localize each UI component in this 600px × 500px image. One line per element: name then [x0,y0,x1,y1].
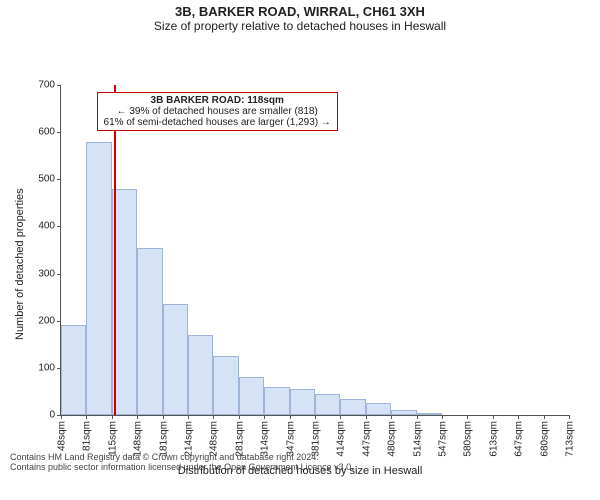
x-tick-mark [61,415,62,419]
histogram-bar [86,142,111,415]
plot-area: 010020030040050060070048sqm81sqm115sqm14… [60,85,569,416]
histogram-bar [417,413,442,415]
y-tick-mark [57,274,61,275]
x-tick-mark [112,415,113,419]
histogram-bar [391,410,416,415]
x-tick-mark [417,415,418,419]
histogram-bar [264,387,289,415]
x-tick-mark [163,415,164,419]
x-tick-mark [86,415,87,419]
y-tick-mark [57,321,61,322]
x-tick-mark [442,415,443,419]
x-tick-mark [467,415,468,419]
info-box-line: ← 39% of detached houses are smaller (81… [104,106,331,117]
x-tick-mark [137,415,138,419]
histogram-bar [340,399,365,416]
histogram-bar [163,304,188,415]
x-tick-mark [290,415,291,419]
x-tick-mark [315,415,316,419]
info-box: 3B BARKER ROAD: 118sqm← 39% of detached … [97,92,338,131]
x-tick-mark [188,415,189,419]
footer-line-1: Contains HM Land Registry data © Crown c… [10,452,600,462]
x-tick-mark [391,415,392,419]
histogram-bar [213,356,238,415]
x-tick-mark [213,415,214,419]
x-tick-mark [493,415,494,419]
x-tick-mark [366,415,367,419]
x-tick-mark [518,415,519,419]
info-box-line: 61% of semi-detached houses are larger (… [104,117,331,128]
page-title: 3B, BARKER ROAD, WIRRAL, CH61 3XH [0,0,600,19]
histogram-bar [290,389,315,415]
y-tick-mark [57,85,61,86]
x-tick-mark [239,415,240,419]
x-tick-mark [569,415,570,419]
y-tick-mark [57,179,61,180]
footer-line-2: Contains public sector information licen… [10,462,600,472]
x-tick-mark [340,415,341,419]
y-tick-mark [57,226,61,227]
page-subtitle: Size of property relative to detached ho… [0,19,600,35]
x-tick-mark [264,415,265,419]
y-tick-mark [57,132,61,133]
footer: Contains HM Land Registry data © Crown c… [0,452,600,472]
info-box-line: 3B BARKER ROAD: 118sqm [104,95,331,106]
histogram-bar [239,377,264,415]
histogram-bar [61,325,86,415]
histogram-bar [137,248,162,415]
histogram-bar [315,394,340,415]
marker-line [114,85,116,415]
histogram-bar [366,403,391,415]
histogram-bar [188,335,213,415]
y-axis-label: Number of detached properties [14,188,26,340]
x-tick-mark [544,415,545,419]
